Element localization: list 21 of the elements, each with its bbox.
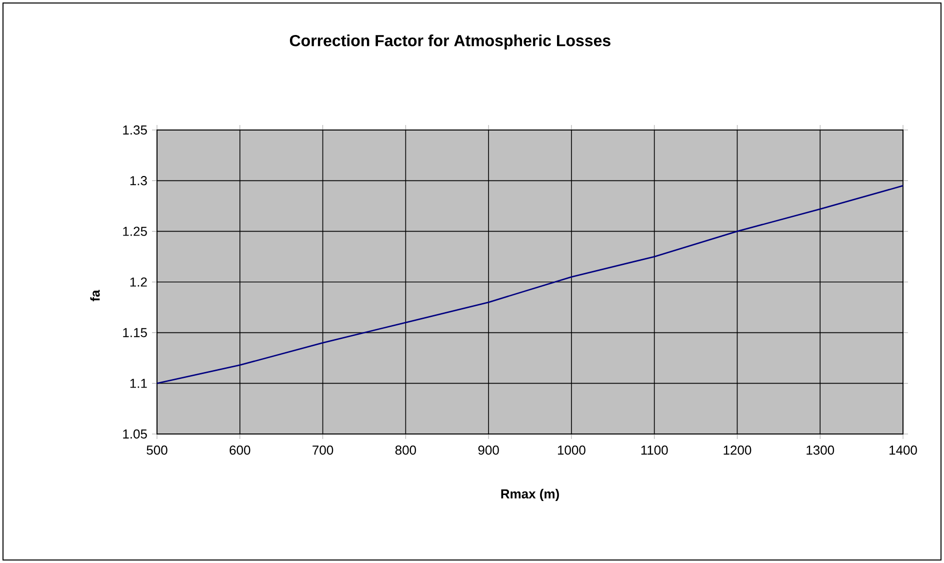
x-axis-title: Rmax (m) [501,488,559,502]
y-tick-label: 1.25 [123,226,147,236]
line-series [157,185,904,384]
y-tick-label: 1.05 [123,429,147,439]
y-axis-title: fa [90,290,100,302]
y-tick-label: 1.1 [130,378,147,388]
y-tick-label: 1.2 [130,277,147,287]
x-tick-label: 1200 [724,446,752,455]
x-tick-label: 1400 [890,446,917,455]
x-tick-label: 1000 [558,446,586,455]
x-tick-label: 900 [478,446,499,455]
x-tick-label: 800 [395,446,416,455]
x-tick-label: 600 [230,446,250,455]
y-tick-label: 1.15 [123,328,147,338]
x-tick-label: 1300 [806,446,834,455]
chart-title: Correction Factor for Atmospheric Losses [290,34,610,50]
x-tick-label: 500 [146,446,168,455]
y-tick-label: 1.35 [123,125,147,135]
x-tick-label: 1100 [641,446,668,455]
x-tick-label: 700 [312,446,334,455]
y-tick-label: 1.3 [130,176,147,186]
